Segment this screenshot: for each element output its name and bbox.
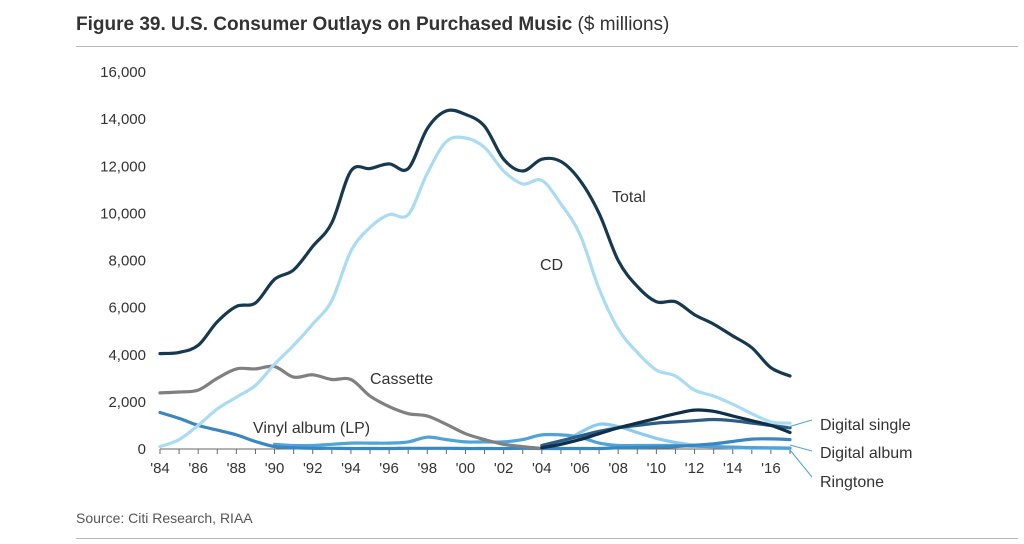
leader-digital-album: [789, 444, 813, 452]
label-cassette: Cassette: [370, 371, 433, 388]
label-ringtone: Ringtone: [820, 474, 884, 491]
label-cd: CD: [540, 257, 563, 274]
chart-series-labels: Total CD Cassette Vinyl album (LP) Digital s…: [253, 189, 912, 491]
y-tick-label: 10,000: [100, 205, 146, 222]
source-note: Source: Citi Research, RIAA: [76, 510, 253, 526]
x-tick-label: '84: [150, 460, 170, 477]
chart-series: [158, 108, 792, 451]
x-tick-label: '90: [265, 460, 285, 477]
x-tick-label: '12: [685, 460, 705, 477]
chart-title-unit: ($ millions): [577, 14, 670, 35]
label-total: Total: [612, 189, 646, 206]
x-tick-label: '94: [341, 460, 361, 477]
chart-axes: 0 2,000 4,000 6,000 8,000 10,000 12,000 14,000 1…: [100, 64, 791, 477]
x-tick-label: '02: [494, 460, 514, 477]
series-line-total: [158, 108, 792, 378]
x-tick-label: '96: [379, 460, 399, 477]
x-tick-label: '16: [761, 460, 781, 477]
series-line-cd: [158, 135, 792, 449]
y-tick-label: 12,000: [100, 158, 146, 175]
series-line-cassette: [158, 364, 544, 451]
y-tick-label: 16,000: [100, 64, 146, 81]
y-tick-label: 14,000: [100, 111, 146, 128]
x-tick-label: '06: [570, 460, 590, 477]
series-line-vinyl-album-lp: [158, 410, 792, 451]
label-digital-album: Digital album: [820, 445, 912, 462]
x-tick-label: '14: [723, 460, 743, 477]
chart-title-main: Figure 39. U.S. Consumer Outlays on Purc…: [76, 14, 573, 35]
x-tick-label: '00: [456, 460, 476, 477]
x-tick-label: '04: [532, 460, 552, 477]
x-tick-label: '86: [188, 460, 208, 477]
x-tick-label: '92: [303, 460, 323, 477]
label-digital-single: Digital single: [820, 417, 911, 434]
series-line-digital-album: [540, 408, 792, 450]
x-tick-label: '10: [647, 460, 667, 477]
series-line-vinyl-album-lp-series-2: [272, 432, 792, 450]
y-tick-label: 8,000: [108, 253, 146, 270]
y-tick-label: 2,000: [108, 394, 146, 411]
label-vinyl: Vinyl album (LP): [253, 420, 370, 437]
x-tick-label: '98: [417, 460, 437, 477]
y-tick-label: 4,000: [108, 347, 146, 364]
y-tick-label: 6,000: [108, 300, 146, 317]
bottom-rule: [76, 538, 1018, 539]
leader-digital-single: [787, 419, 813, 428]
y-tick-label: 0: [138, 441, 146, 458]
x-tick-label: '08: [608, 460, 628, 477]
series-line-digital-single: [540, 417, 792, 448]
x-tick-label: '88: [227, 460, 247, 477]
chart-title: Figure 39. U.S. Consumer Outlays on Purc…: [76, 14, 669, 36]
leader-ringtone: [789, 449, 813, 478]
top-rule: [76, 46, 1018, 47]
